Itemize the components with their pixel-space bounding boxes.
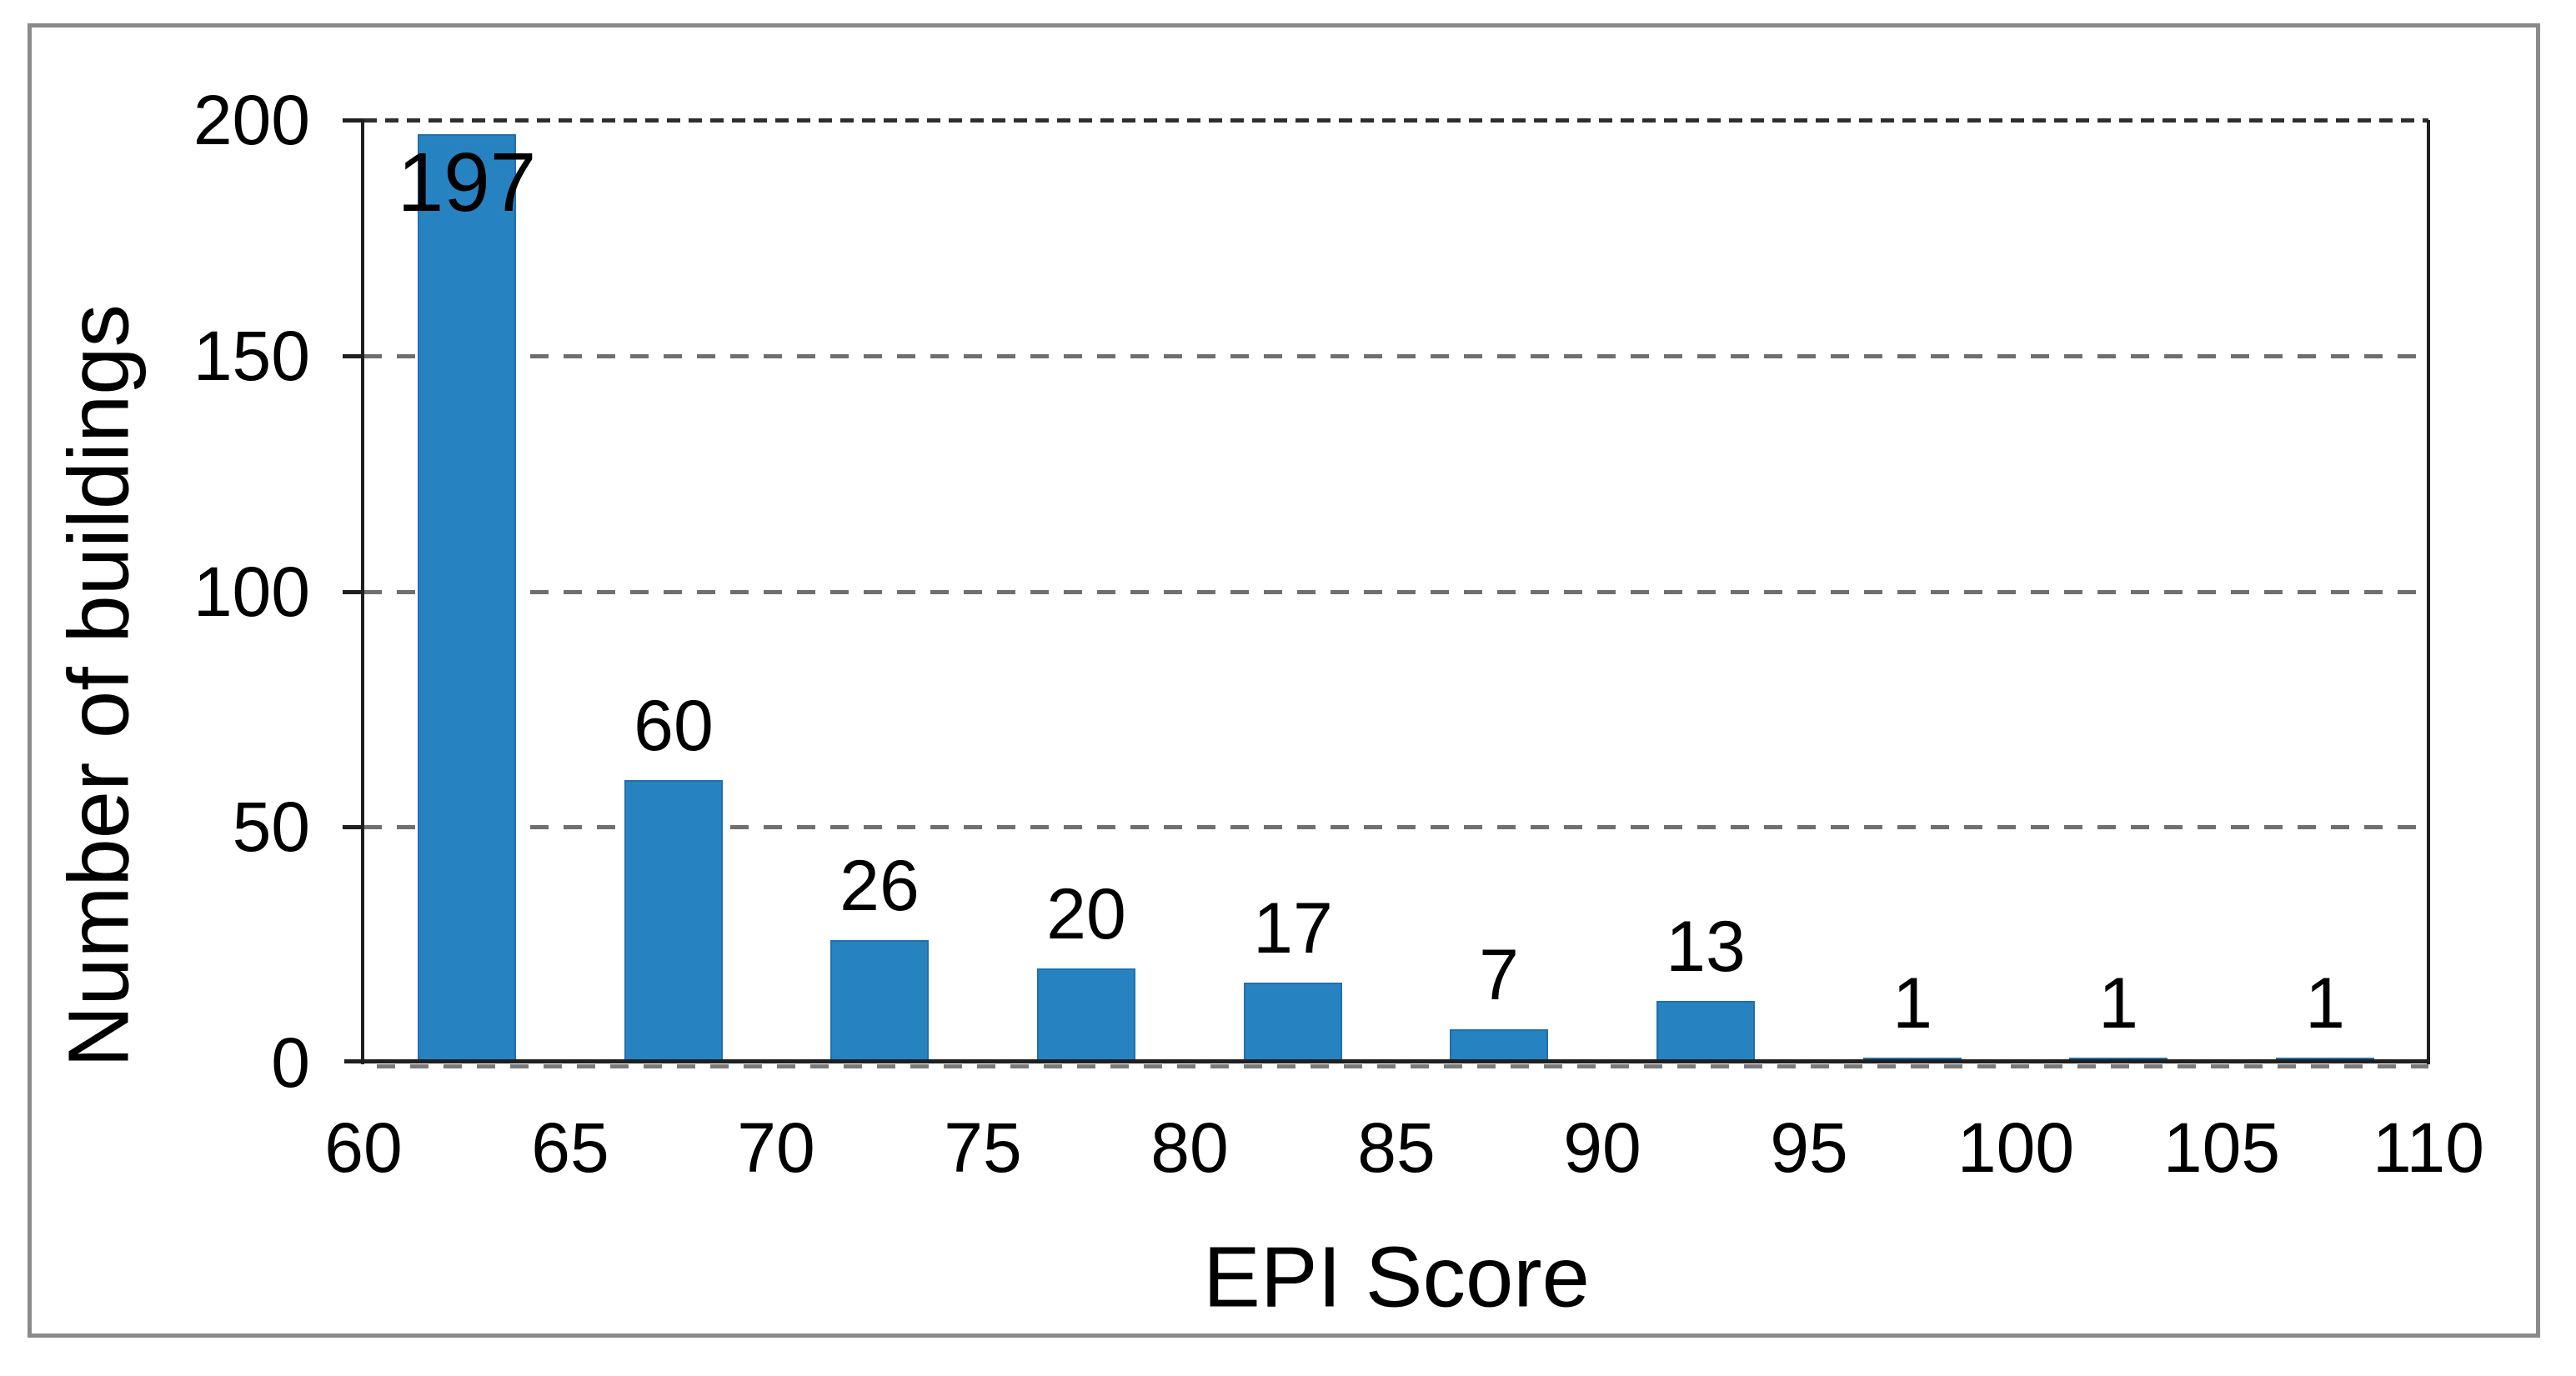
- x-tick-label: 65: [531, 1108, 609, 1187]
- bar-value-label: 17: [1253, 888, 1333, 968]
- bar-value-label: 60: [634, 686, 714, 766]
- y-axis-title: Number of buildings: [50, 303, 147, 1068]
- bar: [1450, 1029, 1548, 1063]
- y-tick-label: 0: [271, 1023, 310, 1102]
- gridline: [363, 354, 2428, 358]
- gridline: [363, 118, 2428, 123]
- plot-right-border: [2427, 120, 2430, 1064]
- bar: [624, 780, 723, 1063]
- gridline: [363, 590, 2428, 594]
- y-tick-label: 200: [193, 81, 310, 159]
- y-tick-label: 150: [193, 317, 310, 395]
- x-tick-label: 70: [737, 1108, 815, 1187]
- y-tick-label: 50: [232, 788, 310, 866]
- bar: [418, 134, 516, 1063]
- bar: [830, 940, 929, 1063]
- x-tick-label: 85: [1357, 1108, 1436, 1187]
- x-tick-label: 90: [1563, 1108, 1641, 1187]
- bar-value-label: 1: [1892, 963, 1932, 1043]
- x-tick-label: 105: [2163, 1108, 2281, 1187]
- bar: [1656, 1001, 1755, 1063]
- x-tick-label: 80: [1150, 1108, 1229, 1187]
- x-tick-label: 75: [944, 1108, 1022, 1187]
- x-tick-label: 60: [324, 1108, 403, 1187]
- x-tick-label: 100: [1957, 1108, 2075, 1187]
- y-axis-tick: [343, 590, 363, 594]
- y-axis-tick: [343, 118, 363, 123]
- y-axis-tick: [343, 825, 363, 829]
- bar: [1244, 983, 1342, 1063]
- x-tick-label: 110: [2373, 1108, 2484, 1187]
- bar-value-label: 1: [2098, 963, 2138, 1043]
- bar-value-label: 1: [2305, 963, 2345, 1043]
- zero-gridline-dashes: [363, 1064, 2428, 1068]
- x-axis-line: [344, 1059, 2428, 1063]
- x-tick-label: 95: [1770, 1108, 1848, 1187]
- bar-value-label: 13: [1666, 907, 1746, 987]
- bar-value-label: 20: [1046, 874, 1126, 954]
- gridline: [363, 825, 2428, 829]
- x-axis-title: EPI Score: [1203, 1228, 1590, 1325]
- bar-value-label: 7: [1479, 935, 1519, 1015]
- bar-value-label: 26: [839, 846, 920, 926]
- y-axis-tick: [343, 354, 363, 358]
- bar: [1037, 968, 1135, 1063]
- y-tick-label: 100: [193, 553, 310, 631]
- bar-value-label: 197: [397, 136, 537, 229]
